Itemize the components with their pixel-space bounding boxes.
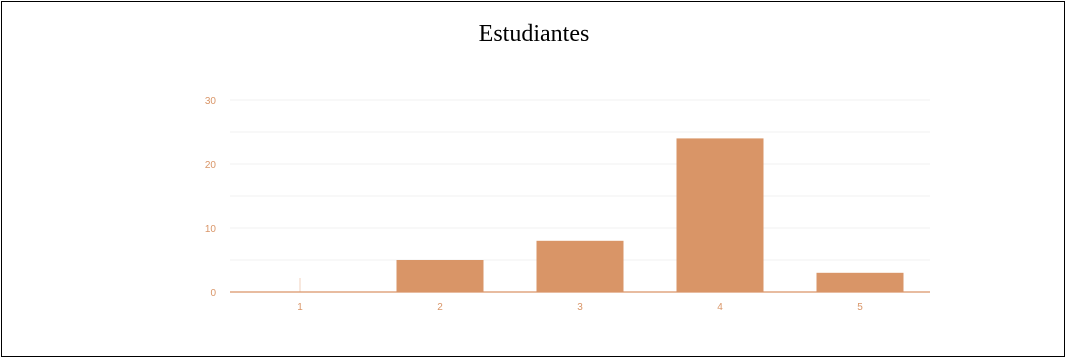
y-tick-label: 0 — [210, 288, 216, 299]
x-tick-label: 4 — [717, 302, 723, 313]
chart-title: Estudiantes — [478, 21, 590, 47]
y-tick-label: 30 — [205, 96, 217, 107]
x-tick-label: 2 — [437, 302, 443, 313]
x-tick-label: 5 — [857, 302, 863, 313]
y-tick-label: 10 — [205, 224, 217, 235]
bar-4 — [676, 138, 764, 292]
bar-5 — [816, 272, 904, 292]
x-tick-label: 3 — [577, 302, 583, 313]
bar-3 — [536, 240, 624, 292]
x-tick-label: 1 — [297, 302, 303, 313]
y-tick-label: 20 — [205, 160, 217, 171]
bar-2 — [396, 260, 484, 292]
